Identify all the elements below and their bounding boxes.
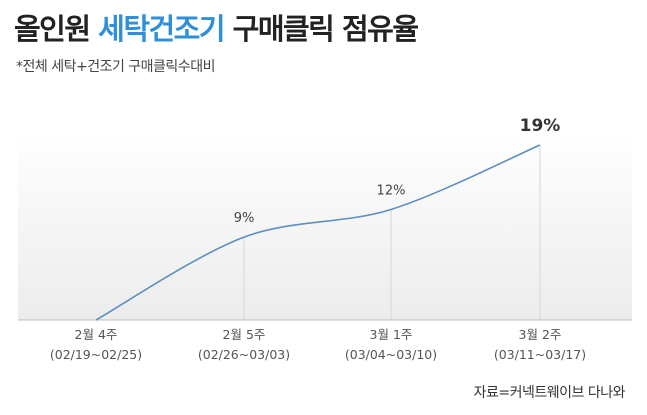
title-part3: 구매클릭 점유율: [224, 12, 419, 46]
title-part1: 올인원: [14, 12, 99, 46]
page-title: 올인원 세탁건조기 구매클릭 점유율: [14, 6, 419, 48]
chart-subtitle: *전체 세탁+건조기 구매클릭수대비: [16, 59, 215, 75]
x-tick-range: (03/04~03/10): [345, 347, 437, 362]
data-label: 12%: [377, 183, 406, 198]
x-tick-range: (02/19~02/25): [50, 347, 142, 362]
x-tick-range: (03/11~03/17): [494, 347, 586, 362]
x-tick-range: (02/26~03/03): [198, 347, 290, 362]
x-tick-label: 2월 4주: [75, 327, 118, 342]
plot-background: [18, 130, 632, 320]
series-line: [95, 144, 541, 321]
source-note: 자료=커넥트웨이브 다나와: [473, 385, 626, 401]
data-label: 9%: [234, 211, 255, 226]
title-accent: 세탁건조기: [98, 12, 225, 46]
x-tick-label: 2월 5주: [223, 327, 266, 342]
x-tick-label: 3월 1주: [370, 327, 413, 342]
data-label: 19%: [520, 116, 561, 136]
x-tick-label: 3월 2주: [519, 327, 562, 342]
